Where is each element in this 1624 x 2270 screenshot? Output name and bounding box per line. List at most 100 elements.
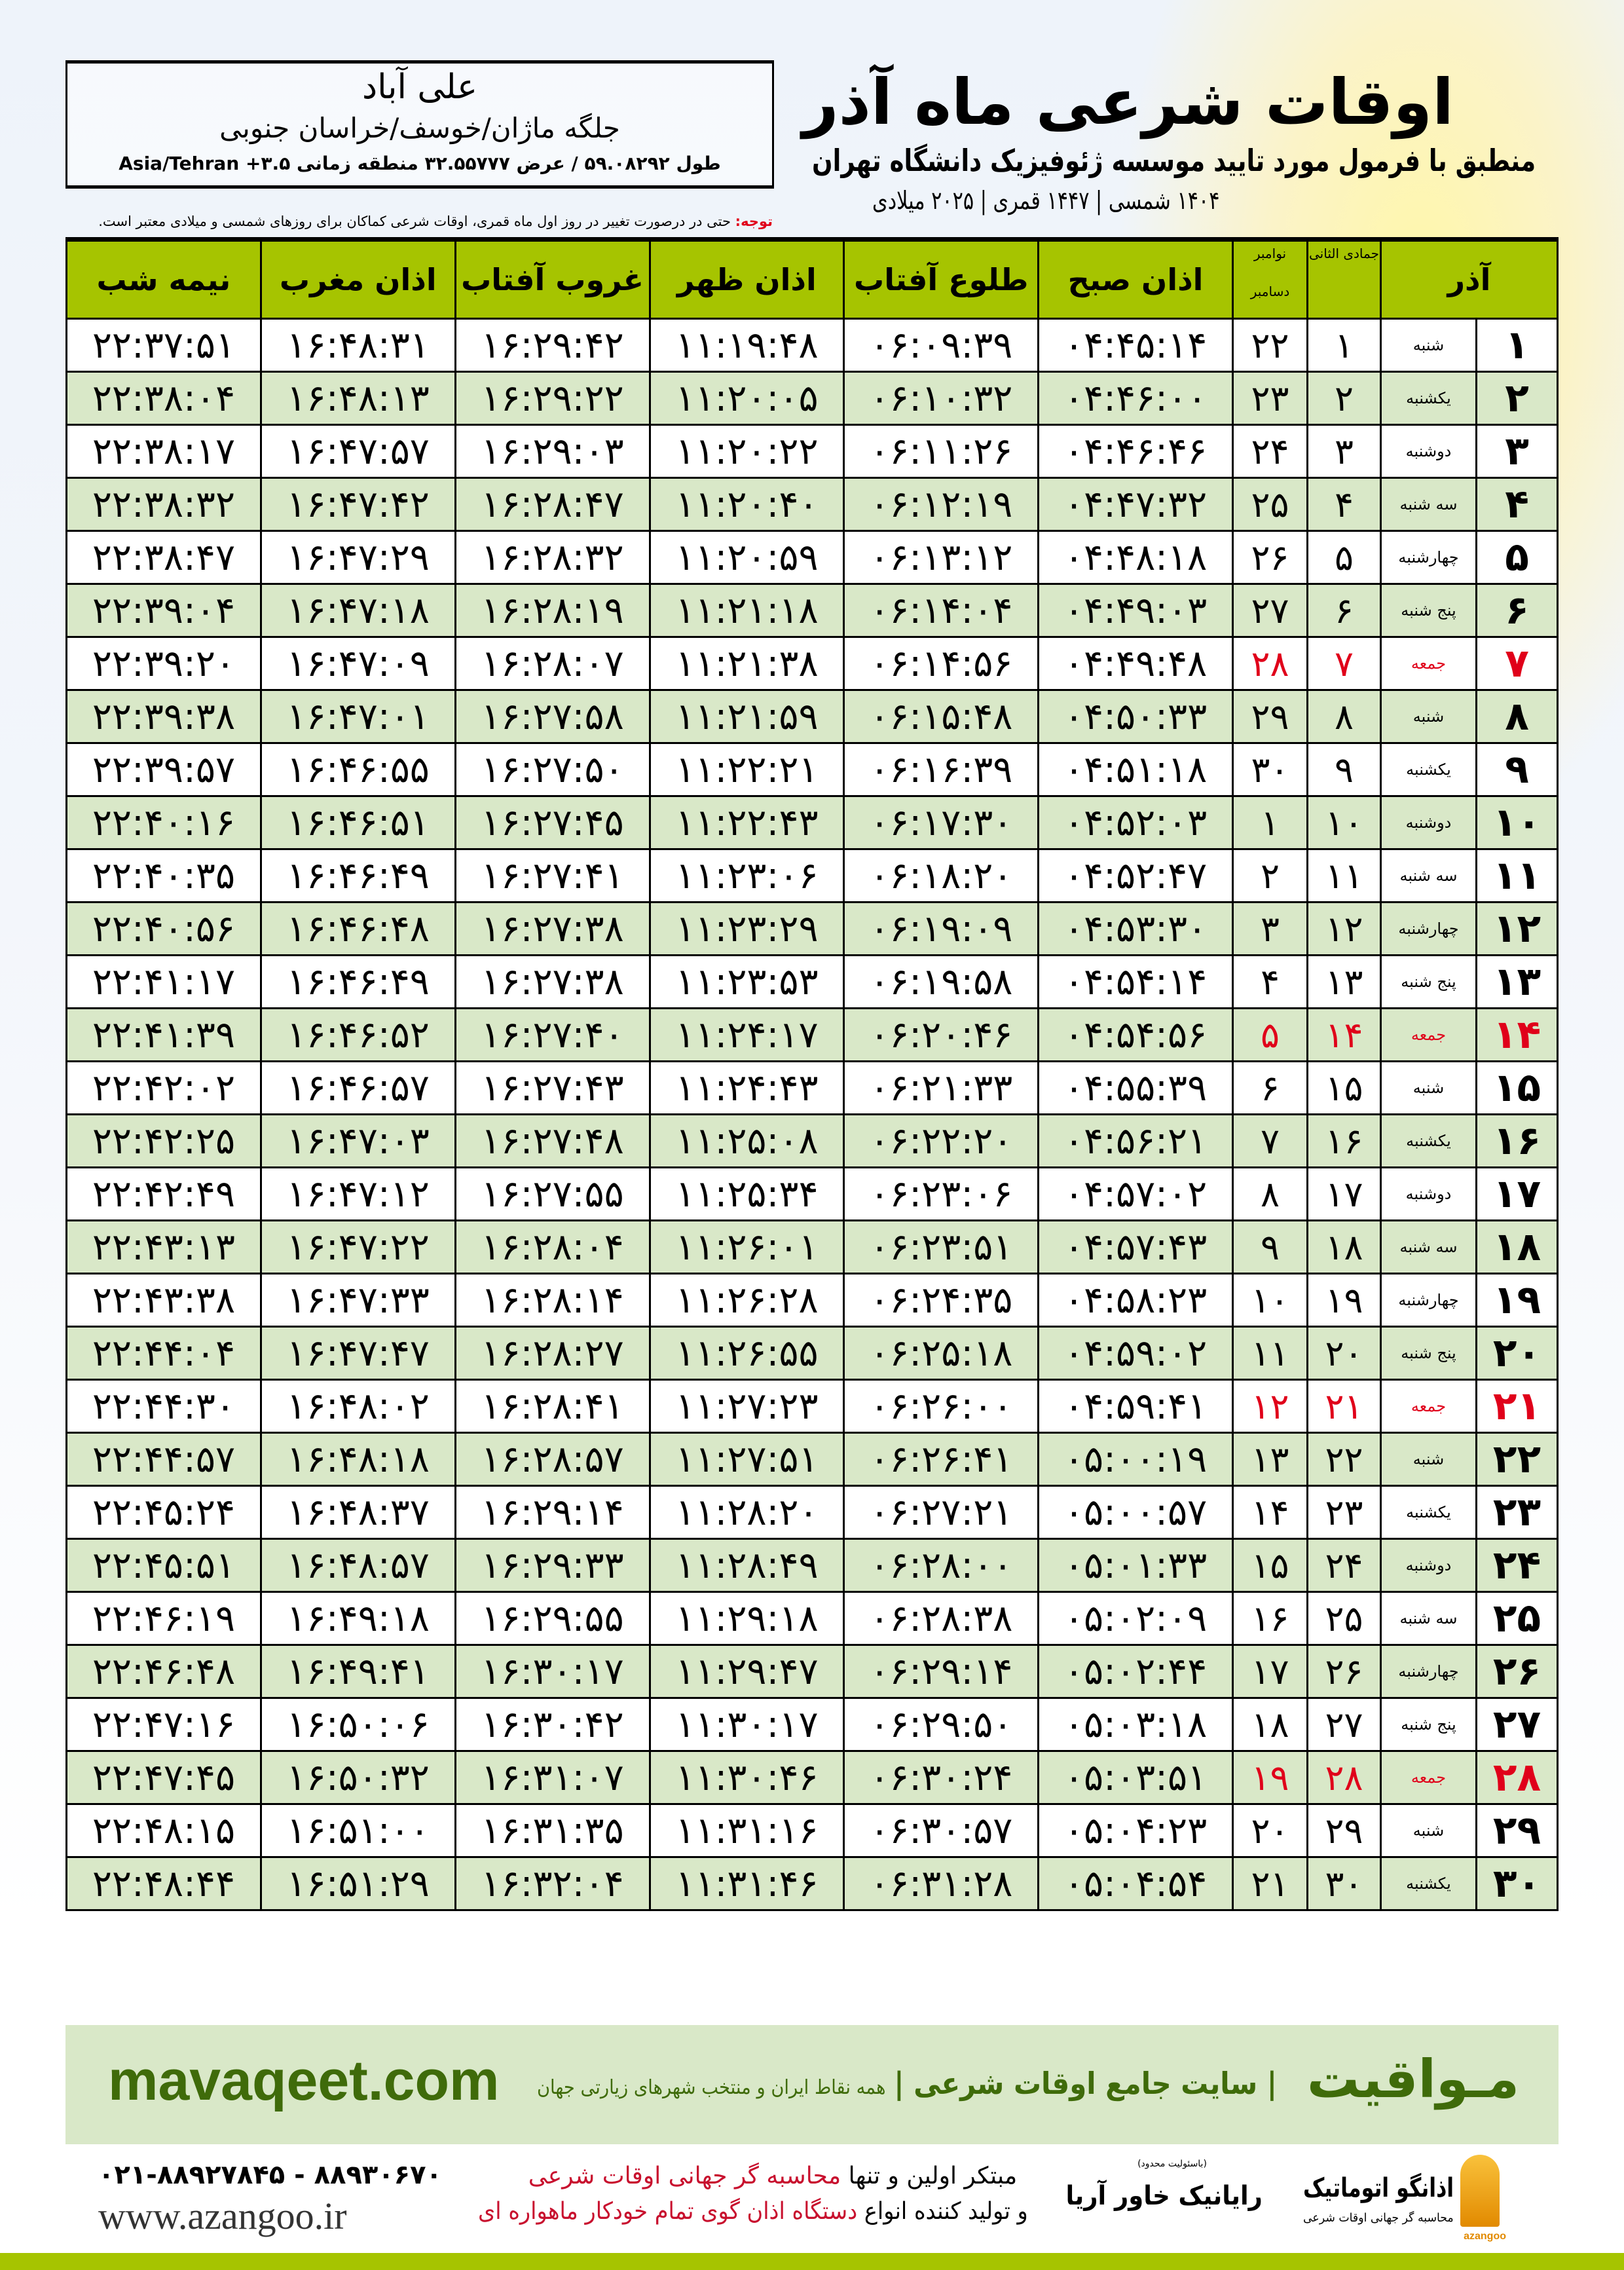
cell-midnight: ۲۲:۳۸:۴۷ xyxy=(65,530,262,585)
cell-sunrise: ۰۶:۲۷:۲۱ xyxy=(843,1485,1040,1540)
cell-fajr: ۰۵:۰۲:۴۴ xyxy=(1037,1644,1234,1699)
cell-sunrise: ۰۶:۲۰:۴۶ xyxy=(843,1007,1040,1062)
cell-maghrib: ۱۶:۴۷:۱۸ xyxy=(259,583,456,638)
cell-day: ۳ xyxy=(1475,424,1559,479)
azangoo-name-box: اذانگو اتوماتیک xyxy=(1303,2173,1454,2203)
cell-weekday: چهارشنبه xyxy=(1379,1273,1478,1328)
cell-maghrib: ۱۶:۴۸:۳۱ xyxy=(259,318,456,373)
phone-numbers: ۰۲۱-۸۸۹۲۷۸۴۵ - ۸۸۹۳۰۶۷۰ xyxy=(98,2160,442,2190)
cell-weekday: چهارشنبه xyxy=(1379,901,1478,956)
mavaqeet-logo: مـواقیت xyxy=(1306,2049,1519,2110)
cell-maghrib: ۱۶:۴۶:۵۱ xyxy=(259,795,456,850)
table-row: ۴ سه شنبه ۴ ۲۵ ۰۴:۴۷:۳۲ ۰۶:۱۲:۱۹ ۱۱:۲۰:۴۰ ۱۶:۲۸… xyxy=(65,477,1559,532)
cell-greg: ۳۰ xyxy=(1231,742,1308,797)
cell-sunset: ۱۶:۲۷:۴۱ xyxy=(454,848,651,903)
note: توجه: حتی در درصورت تغییر در روز اول ماه… xyxy=(65,214,773,229)
note-text: حتی در درصورت تغییر در روز اول ماه قمری،… xyxy=(98,214,735,229)
cell-fajr: ۰۴:۴۷:۳۲ xyxy=(1037,477,1234,532)
cell-hijri: ۱۶ xyxy=(1306,1113,1382,1168)
mavaqeet-site-link[interactable]: mavaqeet.com xyxy=(108,2049,500,2112)
cell-maghrib: ۱۶:۵۰:۰۶ xyxy=(259,1697,456,1752)
cell-hijri: ۲۳ xyxy=(1306,1485,1382,1540)
header-fajr: اذان صبح xyxy=(1037,237,1234,320)
cell-greg: ۷ xyxy=(1231,1113,1308,1168)
cell-fajr: ۰۴:۵۲:۰۳ xyxy=(1037,795,1234,850)
cell-sunset: ۱۶:۲۹:۳۳ xyxy=(454,1538,651,1593)
cell-midnight: ۲۲:۴۰:۳۵ xyxy=(65,848,262,903)
cell-midnight: ۲۲:۴۷:۱۶ xyxy=(65,1697,262,1752)
cell-day: ۲۳ xyxy=(1475,1485,1559,1540)
cell-weekday: دوشنبه xyxy=(1379,1538,1478,1593)
cell-hijri: ۳۰ xyxy=(1306,1856,1382,1911)
rayanik-note: (باسئولیت محدود) xyxy=(1137,2159,1207,2169)
page-title: اوقات شرعی ماه آذر xyxy=(802,65,1454,139)
cell-sunset: ۱۶:۲۸:۲۷ xyxy=(454,1326,651,1381)
cell-sunrise: ۰۶:۱۷:۳۰ xyxy=(843,795,1040,850)
cell-dhuhr: ۱۱:۲۸:۴۹ xyxy=(648,1538,845,1593)
cell-maghrib: ۱۶:۴۶:۴۸ xyxy=(259,901,456,956)
cell-midnight: ۲۲:۳۹:۰۴ xyxy=(65,583,262,638)
cell-sunrise: ۰۶:۱۲:۱۹ xyxy=(843,477,1040,532)
cell-sunset: ۱۶:۲۷:۵۵ xyxy=(454,1166,651,1221)
azangoo-en-box: azangoo xyxy=(1454,2231,1506,2242)
cell-fajr: ۰۴:۵۲:۴۷ xyxy=(1037,848,1234,903)
table-row: ۲۰ پنج شنبه ۲۰ ۱۱ ۰۴:۵۹:۰۲ ۰۶:۲۵:۱۸ ۱۱:۲۶:۵۵ ۱۶… xyxy=(65,1326,1559,1381)
azangoo-site-link[interactable]: www.azangoo.ir xyxy=(98,2195,347,2237)
cell-day: ۱ xyxy=(1475,318,1559,373)
header-maghrib: اذان مغرب xyxy=(259,237,456,320)
cell-greg: ۲۳ xyxy=(1231,371,1308,426)
cell-hijri: ۱۵ xyxy=(1306,1060,1382,1115)
cell-day: ۱۶ xyxy=(1475,1113,1559,1168)
cell-dhuhr: ۱۱:۳۰:۱۷ xyxy=(648,1697,845,1752)
table-row: ۸ شنبه ۸ ۲۹ ۰۴:۵۰:۳۳ ۰۶:۱۵:۴۸ ۱۱:۲۱:۵۹ ۱۶:۲۷:۵۸… xyxy=(65,689,1559,744)
location-box: علی آباد جلگه ماژان/خوسف/خراسان جنوبی طو… xyxy=(65,60,774,189)
cell-midnight: ۲۲:۳۸:۰۴ xyxy=(65,371,262,426)
cell-fajr: ۰۵:۰۴:۲۳ xyxy=(1037,1803,1234,1858)
cell-sunrise: ۰۶:۱۸:۲۰ xyxy=(843,848,1040,903)
table-row: ۲۳ یکشنبه ۲۳ ۱۴ ۰۵:۰۰:۵۷ ۰۶:۲۷:۲۱ ۱۱:۲۸:۲۰ ۱۶:۲… xyxy=(65,1485,1559,1540)
table-row: ۱۹ چهارشنبه ۱۹ ۱۰ ۰۴:۵۸:۲۳ ۰۶:۲۴:۳۵ ۱۱:۲۶:۲۸ ۱۶… xyxy=(65,1273,1559,1328)
cell-hijri: ۲ xyxy=(1306,371,1382,426)
cell-midnight: ۲۲:۴۲:۴۹ xyxy=(65,1166,262,1221)
coordinates-box: طول ۵۹.۰۸۲۹۲ / عرض ۳۲.۵۵۷۷۷ منطقه زمانی … xyxy=(79,153,760,174)
cell-dhuhr: ۱۱:۲۸:۲۰ xyxy=(648,1485,845,1540)
cell-dhuhr: ۱۱:۲۶:۲۸ xyxy=(648,1273,845,1328)
cell-hijri: ۲۵ xyxy=(1306,1591,1382,1646)
header-hijri: جمادی الثانی xyxy=(1306,237,1382,320)
cell-day: ۱۸ xyxy=(1475,1219,1559,1275)
header-hijri-label: جمادی الثانی xyxy=(1309,246,1379,261)
cell-day: ۲۵ xyxy=(1475,1591,1559,1646)
cell-greg: ۱۹ xyxy=(1231,1750,1308,1805)
cell-hijri: ۱۷ xyxy=(1306,1166,1382,1221)
cell-maghrib: ۱۶:۵۰:۳۲ xyxy=(259,1750,456,1805)
note-line: توجه: حتی در درصورت تغییر در روز اول ماه… xyxy=(98,214,773,229)
header-sunrise: طلوع آفتاب xyxy=(843,237,1040,320)
cell-weekday: دوشنبه xyxy=(1379,424,1478,479)
azangoo-sub-box: محاسبه گر جهانی اوقات شرعی xyxy=(1303,2211,1454,2225)
cell-fajr: ۰۴:۴۹:۴۸ xyxy=(1037,636,1234,691)
cell-dhuhr: ۱۱:۲۹:۱۸ xyxy=(648,1591,845,1646)
cell-hijri: ۲۸ xyxy=(1306,1750,1382,1805)
cell-dhuhr: ۱۱:۲۵:۰۸ xyxy=(648,1113,845,1168)
city-name-box: علی آباد xyxy=(79,67,760,107)
cell-maghrib: ۱۶:۴۶:۵۲ xyxy=(259,1007,456,1062)
cell-midnight: ۲۲:۴۷:۴۵ xyxy=(65,1750,262,1805)
cell-maghrib: ۱۶:۴۸:۰۲ xyxy=(259,1379,456,1434)
year-line-box: ۱۴۰۴ شمسی | ۱۴۴۷ قمری | ۲۰۲۵ میلادی xyxy=(872,186,1264,215)
cell-fajr: ۰۵:۰۳:۱۸ xyxy=(1037,1697,1234,1752)
cell-midnight: ۲۲:۴۸:۱۵ xyxy=(65,1803,262,1858)
header-gregorian: نوامبر دسامبر xyxy=(1231,237,1308,320)
cell-weekday: چهارشنبه xyxy=(1379,1644,1478,1699)
cell-sunrise: ۰۶:۱۶:۳۹ xyxy=(843,742,1040,797)
cell-greg: ۱ xyxy=(1231,795,1308,850)
cell-sunset: ۱۶:۲۷:۴۳ xyxy=(454,1060,651,1115)
cell-dhuhr: ۱۱:۲۰:۰۵ xyxy=(648,371,845,426)
azangoo-en: azangoo xyxy=(1464,2231,1506,2242)
cell-day: ۱۹ xyxy=(1475,1273,1559,1328)
cell-dhuhr: ۱۱:۲۷:۲۳ xyxy=(648,1379,845,1434)
promo-1b: محاسبه گر جهانی اوقات شرعی xyxy=(528,2163,841,2189)
cell-maghrib: ۱۶:۴۷:۳۳ xyxy=(259,1273,456,1328)
header-greg-1: نوامبر xyxy=(1253,246,1287,261)
cell-sunrise: ۰۶:۲۶:۰۰ xyxy=(843,1379,1040,1434)
cell-hijri: ۲۱ xyxy=(1306,1379,1382,1434)
